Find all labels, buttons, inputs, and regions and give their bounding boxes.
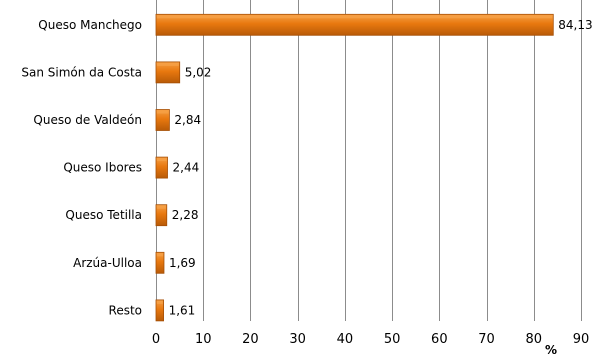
bar-body	[155, 13, 554, 36]
x-tick-label: 20	[242, 332, 259, 347]
value-label: 2,44	[173, 161, 200, 175]
category-label: Resto	[109, 303, 142, 317]
category-label: Queso de Valdeón	[33, 113, 142, 127]
value-label: 84,13	[558, 18, 592, 32]
x-tick-label: 80	[526, 332, 543, 347]
bar-highlight	[157, 15, 553, 19]
value-label: 2,28	[172, 208, 199, 222]
bar-body	[155, 61, 181, 84]
x-tick-label: 70	[478, 332, 495, 347]
category-label: San Simón da Costa	[21, 65, 142, 79]
x-tick-label: 50	[384, 332, 401, 347]
category-labels: Queso Manchego San Simón da Costa Queso de…	[21, 18, 142, 318]
value-label: 5,02	[185, 65, 212, 79]
bar-resto	[155, 299, 165, 322]
bar-body	[155, 299, 165, 322]
x-tick-labels: 0 10 20 30 40 50 60 70 80 90	[152, 332, 589, 347]
x-tick-label: 10	[195, 332, 212, 347]
category-label: Queso Tetilla	[65, 208, 142, 222]
bar-body	[155, 109, 170, 131]
value-label: 2,84	[174, 113, 201, 127]
bar-highlight	[157, 253, 163, 257]
bar-queso-de-valdeon	[155, 109, 170, 131]
value-label: 1,61	[169, 303, 196, 317]
bar-highlight	[157, 158, 167, 162]
bar-queso-manchego	[155, 13, 554, 36]
bar-queso-ibores	[155, 156, 168, 179]
bar-highlight	[157, 110, 169, 114]
bar-highlight	[157, 62, 179, 66]
bar-san-simon-da-costa	[155, 61, 181, 84]
bar-highlight	[157, 300, 163, 304]
category-label: Queso Manchego	[38, 18, 142, 32]
bar-body	[155, 251, 165, 274]
grid-lines	[156, 0, 582, 321]
x-tick-label: 60	[431, 332, 448, 347]
bars	[155, 13, 554, 322]
x-axis-unit-label: %	[545, 343, 557, 356]
x-tick-label: 40	[337, 332, 354, 347]
bar-highlight	[157, 205, 166, 209]
bar-queso-tetilla	[155, 204, 168, 227]
bar-body	[155, 204, 168, 227]
bar-arzua-ulloa	[155, 251, 165, 274]
value-labels: 84,13 5,02 2,84 2,44 2,28 1,69 1,61	[169, 18, 593, 318]
category-label: Queso Ibores	[63, 161, 142, 175]
x-tick-label: 90	[573, 332, 590, 347]
x-tick-label: 30	[289, 332, 306, 347]
category-label: Arzúa-Ulloa	[73, 256, 142, 270]
value-label: 1,69	[169, 256, 196, 270]
bar-body	[155, 156, 168, 179]
x-tick-label: 0	[152, 332, 160, 347]
